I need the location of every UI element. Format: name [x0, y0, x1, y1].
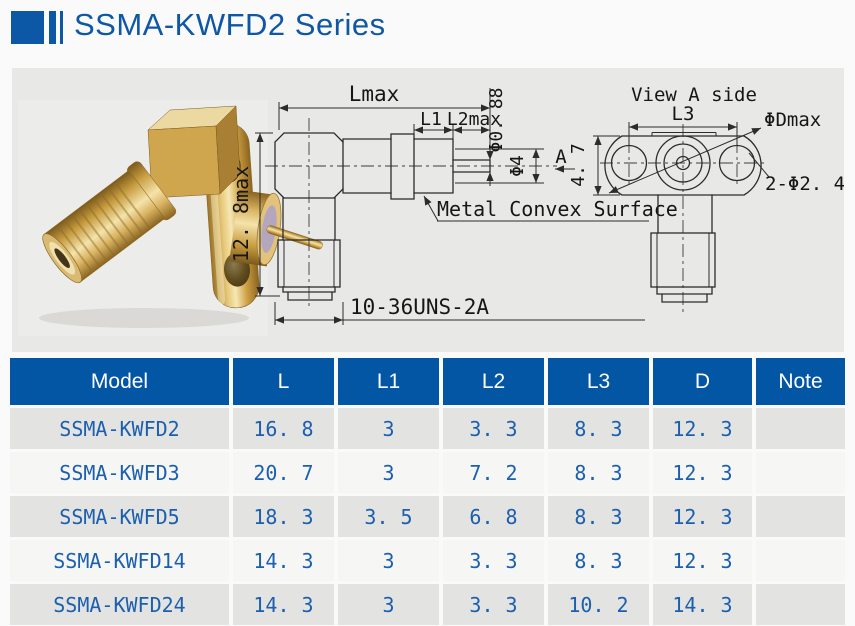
cell-l1: 3 — [338, 540, 439, 581]
dim-label-l3: L3 — [672, 103, 695, 125]
table-header-model: Model — [10, 358, 229, 405]
brand-mark-bar-thin — [60, 11, 63, 44]
cell-l: 16. 8 — [233, 408, 334, 449]
cell-l1: 3. 5 — [338, 496, 439, 537]
cell-l2: 3. 3 — [443, 540, 544, 581]
table-header-d: D — [653, 358, 752, 405]
side-view-drawing: Lmax L1 L2max Φ0. 88 Φ4 12. 8max 10-36UN… — [229, 82, 678, 325]
cell-l2: 3. 3 — [443, 584, 544, 625]
dim-label-dmax: ΦDmax — [764, 109, 821, 131]
cell-l2: 6. 8 — [443, 496, 544, 537]
dim-label-holes: 2-Φ2. 4 — [765, 173, 844, 195]
cell-l: 20. 7 — [233, 452, 334, 493]
cell-note — [756, 452, 845, 493]
cell-l3: 8. 3 — [548, 540, 649, 581]
connector-photo — [18, 100, 323, 336]
dim-label-l1: L1 — [420, 109, 442, 130]
cell-d: 12. 3 — [653, 540, 752, 581]
label-metal-convex: Metal Convex Surface — [437, 197, 678, 221]
cell-d: 12. 3 — [653, 452, 752, 493]
cell-l3: 8. 3 — [548, 452, 649, 493]
dim-label-47: 4. 7 — [568, 143, 589, 186]
cell-model: SSMA-KWFD14 — [10, 540, 229, 581]
cell-note — [756, 584, 845, 625]
cell-note — [756, 408, 845, 449]
cell-d: 12. 3 — [653, 408, 752, 449]
label-view-a-title: View A side — [631, 84, 757, 106]
cell-model: SSMA-KWFD5 — [10, 496, 229, 537]
dim-label-lmax: Lmax — [349, 82, 400, 106]
table-header-l3: L3 — [548, 358, 649, 405]
dim-label-dia4: Φ4 — [507, 155, 528, 177]
cell-note — [756, 496, 845, 537]
cell-l1: 3 — [338, 584, 439, 625]
cell-l2: 7. 2 — [443, 452, 544, 493]
cell-model: SSMA-KWFD24 — [10, 584, 229, 625]
drawing-panel: Lmax L1 L2max Φ0. 88 Φ4 12. 8max 10-36UN… — [12, 68, 844, 352]
cell-l: 14. 3 — [233, 540, 334, 581]
brand-mark-square — [11, 11, 44, 44]
dim-label-dia088: Φ0. 88 — [486, 87, 507, 152]
cell-d: 14. 3 — [653, 584, 752, 625]
table-header-l: L — [233, 358, 334, 405]
cell-l3: 10. 2 — [548, 584, 649, 625]
cell-model: SSMA-KWFD3 — [10, 452, 229, 493]
cell-l1: 3 — [338, 408, 439, 449]
table-header-l1: L1 — [338, 358, 439, 405]
cell-model: SSMA-KWFD2 — [10, 408, 229, 449]
brand-mark-bar — [49, 11, 56, 44]
label-view-a-arrow: A — [555, 146, 567, 168]
cell-l: 14. 3 — [233, 584, 334, 625]
page-title: SSMA-KWFD2 Series — [74, 7, 386, 42]
cell-l3: 8. 3 — [548, 496, 649, 537]
view-a-drawing: View A side L3 ΦDmax 2-Φ2. 4 4. 7 — [568, 84, 844, 313]
cell-note — [756, 540, 845, 581]
cell-l: 18. 3 — [233, 496, 334, 537]
cell-l1: 3 — [338, 452, 439, 493]
table-header-l2: L2 — [443, 358, 544, 405]
spec-table: Model L L1 L2 L3 D Note SSMA-KWFD2 16. 8… — [10, 358, 845, 625]
cell-l2: 3. 3 — [443, 408, 544, 449]
cell-l3: 8. 3 — [548, 408, 649, 449]
dim-label-thread: 10-36UNS-2A — [350, 295, 489, 319]
table-header-note: Note — [756, 358, 845, 405]
cell-d: 12. 3 — [653, 496, 752, 537]
dim-label-l2max: L2max — [447, 109, 501, 130]
dim-label-128max: 12. 8max — [229, 166, 253, 262]
